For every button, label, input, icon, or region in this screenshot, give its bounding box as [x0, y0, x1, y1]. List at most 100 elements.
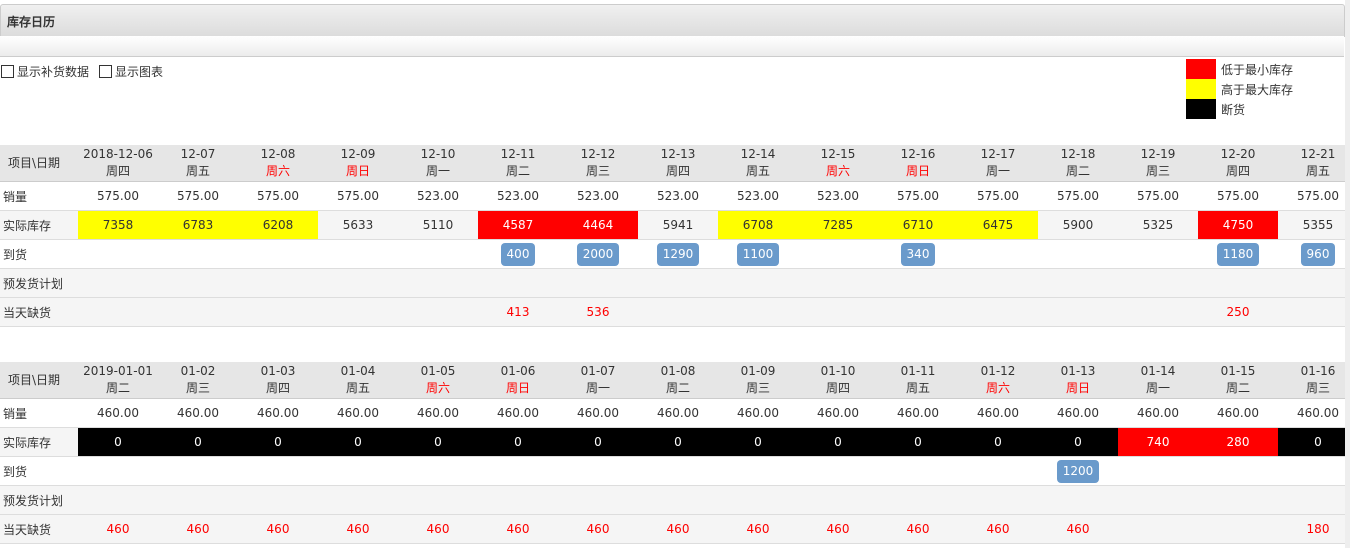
weekday: 周二 [1065, 164, 1090, 178]
date-header: 12-13 周四 [638, 145, 718, 182]
options: 显示补货数据 显示图表 [1, 63, 163, 80]
date-header: 01-02 周三 [158, 362, 238, 399]
arrival-cell: 960 [1278, 239, 1350, 269]
stock-cell: 6208 [238, 210, 318, 240]
row-plan: 预发货计划 [0, 268, 1350, 298]
arrival-cell: 1180 [1198, 239, 1278, 269]
arrival-badge[interactable]: 340 [900, 242, 936, 266]
header-row: 项目\日期 2019-01-01 周二 01-02 周三 01-03 周四 01-04 周五 01… [0, 362, 1350, 399]
plan-cell [558, 268, 638, 298]
shortage-cell [1038, 297, 1118, 327]
arrival-cell [398, 456, 478, 486]
date: 01-02 [180, 364, 216, 378]
sales-cell: 460.00 [878, 398, 958, 428]
date: 12-07 [180, 147, 216, 161]
weekday: 周五 [185, 164, 210, 178]
date: 01-11 [900, 364, 936, 378]
stock-cell: 5110 [398, 210, 478, 240]
date: 12-18 [1060, 147, 1096, 161]
date: 2018-12-06 [83, 147, 153, 161]
plan-cell [78, 268, 158, 298]
checkbox-icon[interactable] [1, 65, 14, 78]
weekday: 周二 [665, 381, 690, 395]
show-replenishment-checkbox[interactable]: 显示补货数据 [1, 63, 89, 80]
sales-cell: 575.00 [1198, 181, 1278, 211]
weekday: 周四 [105, 164, 130, 178]
date-header: 12-10 周一 [398, 145, 478, 182]
plan-cell [478, 268, 558, 298]
plan-cell [1278, 485, 1350, 515]
row-plan: 预发货计划 [0, 485, 1350, 515]
row-label: 实际库存 [0, 210, 78, 240]
row-shortage: 当天缺货 413 536 250 [0, 297, 1350, 327]
shortage-cell: 460 [798, 514, 878, 544]
plan-cell [1198, 268, 1278, 298]
weekday: 周二 [505, 164, 530, 178]
sales-cell: 460.00 [1038, 398, 1118, 428]
arrival-badge[interactable]: 1200 [1056, 459, 1100, 483]
show-chart-checkbox[interactable]: 显示图表 [99, 63, 163, 80]
row-stock: 实际库存 0 0 0 0 0 0 0 0 0 0 0 0 0 740 280 0 [0, 427, 1350, 457]
date-header: 12-17 周一 [958, 145, 1038, 182]
date-header: 01-08 周二 [638, 362, 718, 399]
arrival-badge[interactable]: 2000 [576, 242, 620, 266]
date: 12-20 [1220, 147, 1256, 161]
arrival-badge[interactable]: 1290 [656, 242, 700, 266]
checkbox-icon[interactable] [99, 65, 113, 78]
weekday: 周二 [1225, 381, 1250, 395]
arrival-cell: 400 [478, 239, 558, 269]
weekday: 周二 [105, 381, 130, 395]
arrival-cell [1198, 456, 1278, 486]
sales-cell: 575.00 [878, 181, 958, 211]
date: 01-10 [820, 364, 856, 378]
row-stock: 实际库存 7358 6783 6208 5633 5110 4587 4464 5941 6708… [0, 210, 1350, 240]
date-header: 12-08 周六 [238, 145, 318, 182]
row-label: 预发货计划 [0, 268, 78, 298]
date: 12-13 [660, 147, 696, 161]
legend-item-high: 高于最大库存 [1186, 79, 1293, 99]
stock-cell: 6783 [158, 210, 238, 240]
arrival-badge[interactable]: 1100 [736, 242, 780, 266]
arrival-cell [1278, 456, 1350, 486]
sales-cell: 523.00 [638, 181, 718, 211]
shortage-cell: 413 [478, 297, 558, 327]
plan-cell [1198, 485, 1278, 515]
plan-cell [1118, 268, 1198, 298]
sales-cell: 575.00 [78, 181, 158, 211]
arrival-cell [158, 456, 238, 486]
sales-cell: 460.00 [1198, 398, 1278, 428]
arrival-badge[interactable]: 400 [500, 242, 536, 266]
weekday: 周一 [425, 164, 450, 178]
sales-cell: 460.00 [558, 398, 638, 428]
legend-label: 断货 [1221, 102, 1246, 117]
weekday: 周三 [185, 381, 210, 395]
date: 12-16 [900, 147, 936, 161]
sales-cell: 523.00 [558, 181, 638, 211]
plan-cell [638, 268, 718, 298]
date: 12-08 [260, 147, 296, 161]
scrollbar[interactable] [1345, 0, 1350, 548]
shortage-cell [638, 297, 718, 327]
arrival-badge[interactable]: 1180 [1216, 242, 1260, 266]
date: 2019-01-01 [83, 364, 153, 378]
arrival-cell [238, 239, 318, 269]
weekday: 周四 [265, 381, 290, 395]
arrival-cell [798, 456, 878, 486]
weekday: 周五 [745, 164, 770, 178]
weekday: 周六 [825, 164, 850, 178]
arrival-cell [558, 456, 638, 486]
arrival-cell [398, 239, 478, 269]
arrival-cell: 340 [878, 239, 958, 269]
date-header: 01-03 周四 [238, 362, 318, 399]
date-header: 12-14 周五 [718, 145, 798, 182]
shortage-cell [318, 297, 398, 327]
stock-cell: 0 [318, 427, 398, 457]
row-label: 到货 [0, 239, 78, 269]
stock-cell: 0 [638, 427, 718, 457]
date-header: 01-12 周六 [958, 362, 1038, 399]
arrival-badge[interactable]: 960 [1300, 242, 1336, 266]
shortage-cell [718, 297, 798, 327]
row-arrival: 到货 400 2000 1290 1100 340 1180 960 [0, 239, 1350, 269]
legend-label: 低于最小库存 [1221, 62, 1294, 77]
weekday: 周日 [905, 164, 930, 178]
